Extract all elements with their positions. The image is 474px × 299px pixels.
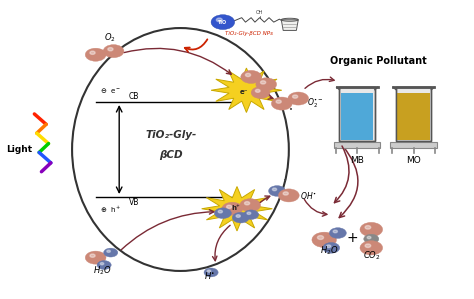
FancyArrowPatch shape <box>260 196 270 202</box>
Circle shape <box>246 73 251 77</box>
Text: βCD: βCD <box>159 150 183 161</box>
Text: VB: VB <box>128 198 139 208</box>
Circle shape <box>312 232 337 248</box>
Circle shape <box>217 18 222 22</box>
FancyBboxPatch shape <box>334 142 381 148</box>
Circle shape <box>207 270 211 272</box>
Text: $\ominus$  e$^-$: $\ominus$ e$^-$ <box>100 86 121 95</box>
Circle shape <box>247 212 251 214</box>
Circle shape <box>323 242 340 253</box>
Circle shape <box>255 89 260 92</box>
FancyBboxPatch shape <box>398 93 430 140</box>
FancyArrowPatch shape <box>305 77 334 88</box>
Text: TiO: TiO <box>219 20 228 25</box>
FancyBboxPatch shape <box>339 87 375 141</box>
Text: $H_2O$: $H_2O$ <box>319 245 338 257</box>
Text: $O_2^{•-}$: $O_2^{•-}$ <box>307 97 324 110</box>
Circle shape <box>329 228 346 238</box>
Circle shape <box>364 234 379 244</box>
Circle shape <box>211 15 235 30</box>
Text: $O_2$: $O_2$ <box>104 32 116 44</box>
Circle shape <box>100 263 104 265</box>
Circle shape <box>90 254 95 257</box>
Text: $CO_2$: $CO_2$ <box>363 249 380 262</box>
FancyArrowPatch shape <box>339 146 358 218</box>
Circle shape <box>245 202 250 205</box>
Circle shape <box>222 202 243 215</box>
Text: $OH^•$: $OH^•$ <box>300 190 317 201</box>
Text: •: • <box>289 107 293 114</box>
Text: $H_2O$: $H_2O$ <box>93 264 112 277</box>
Text: CB: CB <box>128 91 139 101</box>
Text: OH: OH <box>256 10 264 15</box>
Circle shape <box>214 208 231 219</box>
FancyArrowPatch shape <box>185 39 207 52</box>
Circle shape <box>278 189 299 202</box>
Polygon shape <box>201 187 273 231</box>
FancyArrowPatch shape <box>124 48 231 74</box>
Circle shape <box>107 250 110 252</box>
Circle shape <box>204 268 218 277</box>
Circle shape <box>240 199 261 212</box>
FancyBboxPatch shape <box>396 87 431 141</box>
Circle shape <box>104 248 118 257</box>
Circle shape <box>365 225 371 229</box>
Circle shape <box>85 48 106 61</box>
Circle shape <box>227 205 232 208</box>
Text: h⁺: h⁺ <box>231 205 240 211</box>
Text: TiO₂-Gly-: TiO₂-Gly- <box>146 130 197 140</box>
Circle shape <box>360 222 383 237</box>
Circle shape <box>232 212 249 223</box>
Text: MO: MO <box>406 156 421 165</box>
Polygon shape <box>281 20 298 30</box>
Circle shape <box>288 92 309 105</box>
Text: Light: Light <box>6 145 32 154</box>
Circle shape <box>90 51 95 54</box>
Circle shape <box>269 186 285 196</box>
Text: MB: MB <box>350 156 364 165</box>
Circle shape <box>360 241 383 255</box>
FancyArrowPatch shape <box>268 95 273 99</box>
Circle shape <box>261 81 266 84</box>
Circle shape <box>85 251 106 264</box>
Circle shape <box>108 48 113 51</box>
Circle shape <box>276 100 281 103</box>
Text: e⁻: e⁻ <box>240 89 248 95</box>
Circle shape <box>333 230 337 233</box>
Text: Organic Pollutant: Organic Pollutant <box>330 56 427 66</box>
FancyArrowPatch shape <box>335 146 349 203</box>
FancyBboxPatch shape <box>391 142 437 148</box>
Circle shape <box>251 87 270 99</box>
Text: $H^•$: $H^•$ <box>204 270 216 281</box>
Circle shape <box>327 245 331 248</box>
Circle shape <box>103 45 124 58</box>
Circle shape <box>218 210 222 213</box>
Circle shape <box>244 210 259 219</box>
Circle shape <box>283 192 288 195</box>
Circle shape <box>292 95 298 98</box>
Circle shape <box>241 70 262 83</box>
Circle shape <box>367 236 371 239</box>
Text: •: • <box>283 178 287 184</box>
Text: +: + <box>346 231 358 245</box>
Circle shape <box>97 261 111 269</box>
Polygon shape <box>211 68 282 112</box>
Circle shape <box>272 97 292 110</box>
Circle shape <box>236 215 240 217</box>
FancyBboxPatch shape <box>341 93 374 140</box>
Text: TiO₂-Gly-βCD NPs: TiO₂-Gly-βCD NPs <box>225 31 273 36</box>
FancyArrowPatch shape <box>304 199 327 216</box>
Circle shape <box>365 244 371 248</box>
FancyArrowPatch shape <box>212 225 230 261</box>
Circle shape <box>318 236 324 239</box>
Circle shape <box>273 188 277 191</box>
FancyArrowPatch shape <box>121 210 214 250</box>
Circle shape <box>256 78 277 91</box>
Text: $\oplus$  h$^+$: $\oplus$ h$^+$ <box>100 204 122 215</box>
